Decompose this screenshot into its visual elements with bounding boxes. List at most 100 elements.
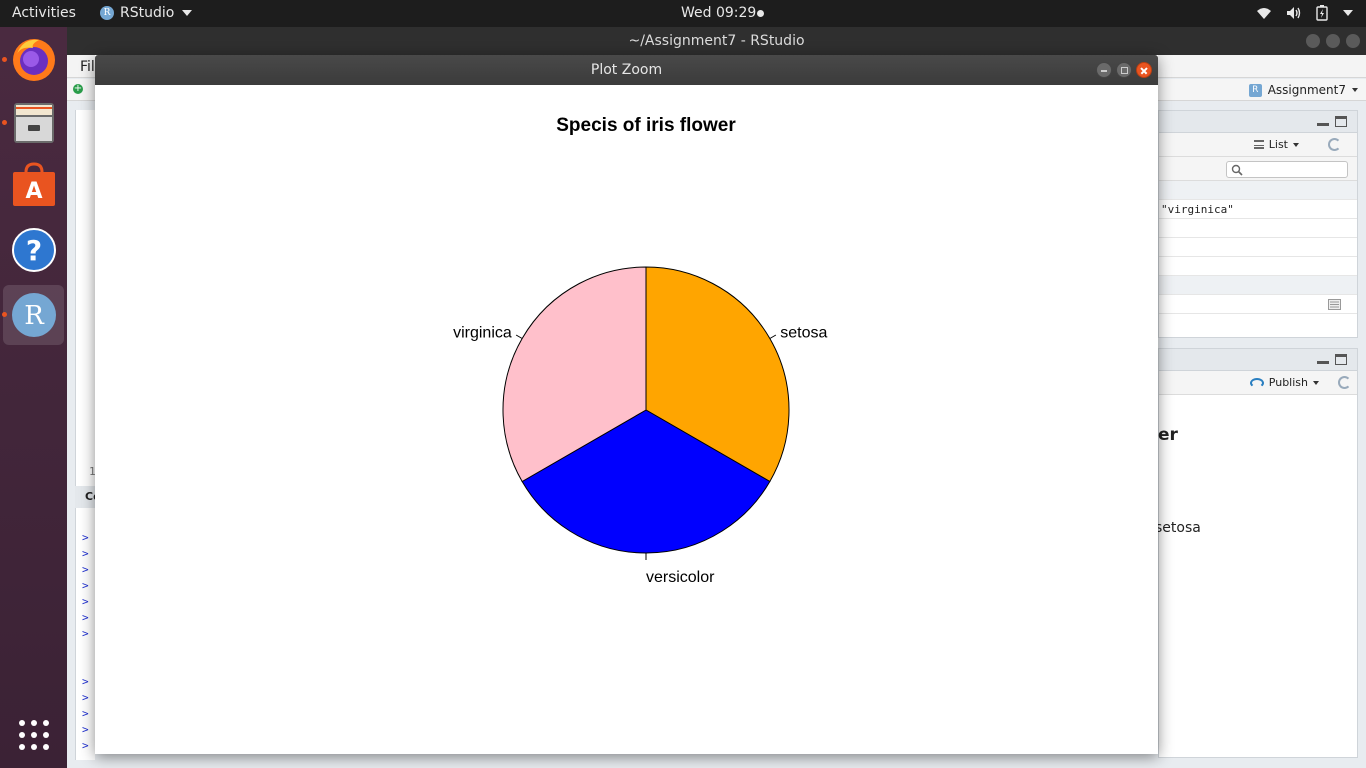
menu-file[interactable]: Fil: [80, 59, 95, 75]
console-prompt: >: [82, 595, 89, 608]
maximize-icon[interactable]: [1116, 62, 1132, 78]
env-section-row: [1159, 181, 1357, 200]
list-view-button[interactable]: List: [1253, 138, 1299, 151]
chevron-down-icon: [1352, 88, 1358, 92]
show-apps-icon: [18, 720, 49, 750]
plot-zoom-window-controls: [1096, 62, 1152, 78]
rstudio-titlebar[interactable]: ~/Assignment7 - RStudio: [67, 27, 1366, 55]
pie-label-virginica: virginica: [453, 325, 512, 342]
console-prompt: >: [82, 531, 89, 544]
gnome-top-bar: Activities R RStudio Wed 09:29: [0, 0, 1366, 27]
dock-item-software[interactable]: A: [3, 155, 64, 215]
publish-button[interactable]: Publish: [1249, 376, 1319, 389]
dock-item-firefox[interactable]: [3, 29, 64, 89]
viewer-toolbar: Publish: [1159, 371, 1357, 395]
search-icon: [1231, 164, 1243, 176]
pane-window-buttons: [1317, 354, 1347, 365]
environment-pane: List "virginica": [1158, 110, 1358, 338]
close-icon[interactable]: [1346, 34, 1360, 48]
system-tray[interactable]: [1256, 5, 1354, 21]
minimize-icon[interactable]: [1306, 34, 1320, 48]
plot-zoom-title: Plot Zoom: [590, 62, 663, 78]
env-variable-row[interactable]: [1159, 219, 1357, 238]
firefox-icon: [12, 39, 55, 81]
app-menu-label: RStudio: [120, 5, 175, 21]
running-indicator-icon: [2, 120, 7, 125]
console-prompt: >: [82, 739, 89, 752]
pie-slice-versicolor: [521, 409, 771, 554]
refresh-icon[interactable]: [1338, 376, 1351, 389]
pie-label-tick: [515, 334, 523, 339]
dock-item-help[interactable]: ?: [3, 220, 64, 280]
running-indicator-icon: [2, 312, 7, 317]
console-prompt: >: [82, 675, 89, 688]
svg-text:A: A: [25, 179, 42, 204]
console-prompt: >: [82, 723, 89, 736]
close-icon[interactable]: [1136, 62, 1152, 78]
pie-labels: setosa versicolor virginica: [453, 325, 827, 587]
project-name: Assignment7: [1267, 83, 1346, 97]
software-center-icon: A: [12, 162, 55, 206]
environment-search-bar: [1159, 157, 1357, 181]
env-variable-row[interactable]: "virginica": [1159, 200, 1357, 219]
env-variable-row[interactable]: [1159, 257, 1357, 276]
minimize-pane-icon[interactable]: [1317, 123, 1329, 126]
environment-search-input[interactable]: [1226, 161, 1348, 178]
minimize-pane-icon[interactable]: [1317, 361, 1329, 364]
notification-dot-icon: [757, 10, 764, 17]
minimize-icon[interactable]: [1096, 62, 1112, 78]
dock-item-rstudio[interactable]: R: [3, 285, 64, 345]
chevron-down-icon: [1293, 142, 1299, 147]
pie-slice-setosa: [645, 266, 790, 483]
help-icon: ?: [11, 228, 56, 272]
app-menu[interactable]: R RStudio: [100, 5, 193, 21]
env-variable-row[interactable]: [1159, 295, 1357, 314]
volume-icon: [1287, 7, 1301, 19]
pie-chart: Specis of iris flower setosa versicolor vi…: [453, 115, 827, 587]
environment-pane-header: [1159, 111, 1357, 133]
console-prompt: >: [82, 611, 89, 624]
plot-zoom-titlebar[interactable]: Plot Zoom: [95, 55, 1158, 85]
chevron-down-icon: [1313, 380, 1319, 385]
env-variable-row[interactable]: [1159, 238, 1357, 257]
rstudio-icon: R: [11, 293, 56, 337]
publish-label: Publish: [1268, 376, 1308, 389]
viewer-plot-label-fragment: setosa: [1155, 520, 1201, 536]
wifi-icon: [1257, 8, 1271, 19]
activities-button[interactable]: Activities: [12, 5, 76, 21]
clock[interactable]: Wed 09:29: [681, 5, 757, 21]
console-prompt: >: [82, 707, 89, 720]
publish-icon: [1249, 377, 1264, 388]
rstudio-window-title: ~/Assignment7 - RStudio: [628, 33, 805, 49]
console-tab[interactable]: Co: [75, 486, 101, 508]
project-icon: R: [1248, 83, 1262, 97]
new-file-icon[interactable]: +: [73, 83, 83, 94]
console-prompt: >: [82, 579, 89, 592]
files-icon: [13, 103, 54, 143]
dock: A ? R: [0, 27, 67, 768]
dock-item-show-apps[interactable]: [3, 705, 64, 765]
maximize-pane-icon[interactable]: [1335, 116, 1347, 127]
pie-label-versicolor: versicolor: [646, 569, 715, 586]
rstudio-app-icon: R: [100, 6, 114, 20]
viewer-plot-title-fragment: er: [1158, 425, 1178, 445]
plot-zoom-window: Plot Zoom Specis of iris flower setosa ve…: [95, 55, 1158, 754]
pie-slice-virginica: [502, 266, 647, 483]
env-section-row: [1159, 276, 1357, 295]
editor-line-number: 1: [89, 465, 96, 478]
project-menu[interactable]: R Assignment7: [1248, 83, 1358, 97]
console-prompt: >: [82, 691, 89, 704]
battery-icon: [1316, 5, 1328, 21]
refresh-icon[interactable]: [1328, 138, 1341, 151]
running-indicator-icon: [2, 57, 7, 62]
svg-text:?: ?: [25, 234, 41, 267]
console-prompt: >: [82, 627, 89, 640]
rstudio-window-controls: [1306, 34, 1360, 48]
table-view-icon[interactable]: [1328, 299, 1341, 310]
maximize-icon[interactable]: [1326, 34, 1340, 48]
dock-item-files[interactable]: [3, 92, 64, 152]
maximize-pane-icon[interactable]: [1335, 354, 1347, 365]
viewer-pane: Publish er setosa: [1155, 348, 1358, 758]
list-icon: [1253, 140, 1264, 149]
env-value-fragment: "virginica": [1161, 203, 1234, 216]
